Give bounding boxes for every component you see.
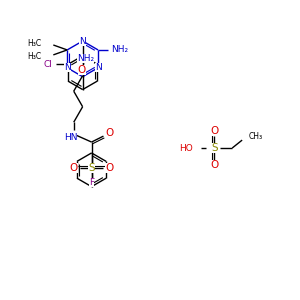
Text: O: O: [210, 126, 218, 136]
Text: S: S: [211, 143, 218, 153]
Text: O: O: [210, 160, 218, 170]
Text: HO: HO: [179, 143, 193, 152]
Text: NH₂: NH₂: [111, 45, 128, 54]
Text: HN: HN: [64, 133, 77, 142]
Text: O: O: [70, 163, 78, 173]
Text: H₃C: H₃C: [27, 52, 41, 62]
Text: N: N: [79, 37, 86, 46]
Text: O: O: [105, 128, 113, 138]
Text: H₃C: H₃C: [27, 38, 41, 47]
Text: S: S: [88, 163, 95, 173]
Text: N: N: [95, 63, 101, 72]
Text: Cl: Cl: [44, 60, 53, 69]
Text: NH₂: NH₂: [77, 54, 94, 63]
Text: CH₃: CH₃: [249, 132, 263, 141]
Text: N: N: [64, 63, 70, 72]
Text: F: F: [89, 178, 94, 187]
Text: O: O: [77, 65, 86, 75]
Text: O: O: [105, 163, 113, 173]
